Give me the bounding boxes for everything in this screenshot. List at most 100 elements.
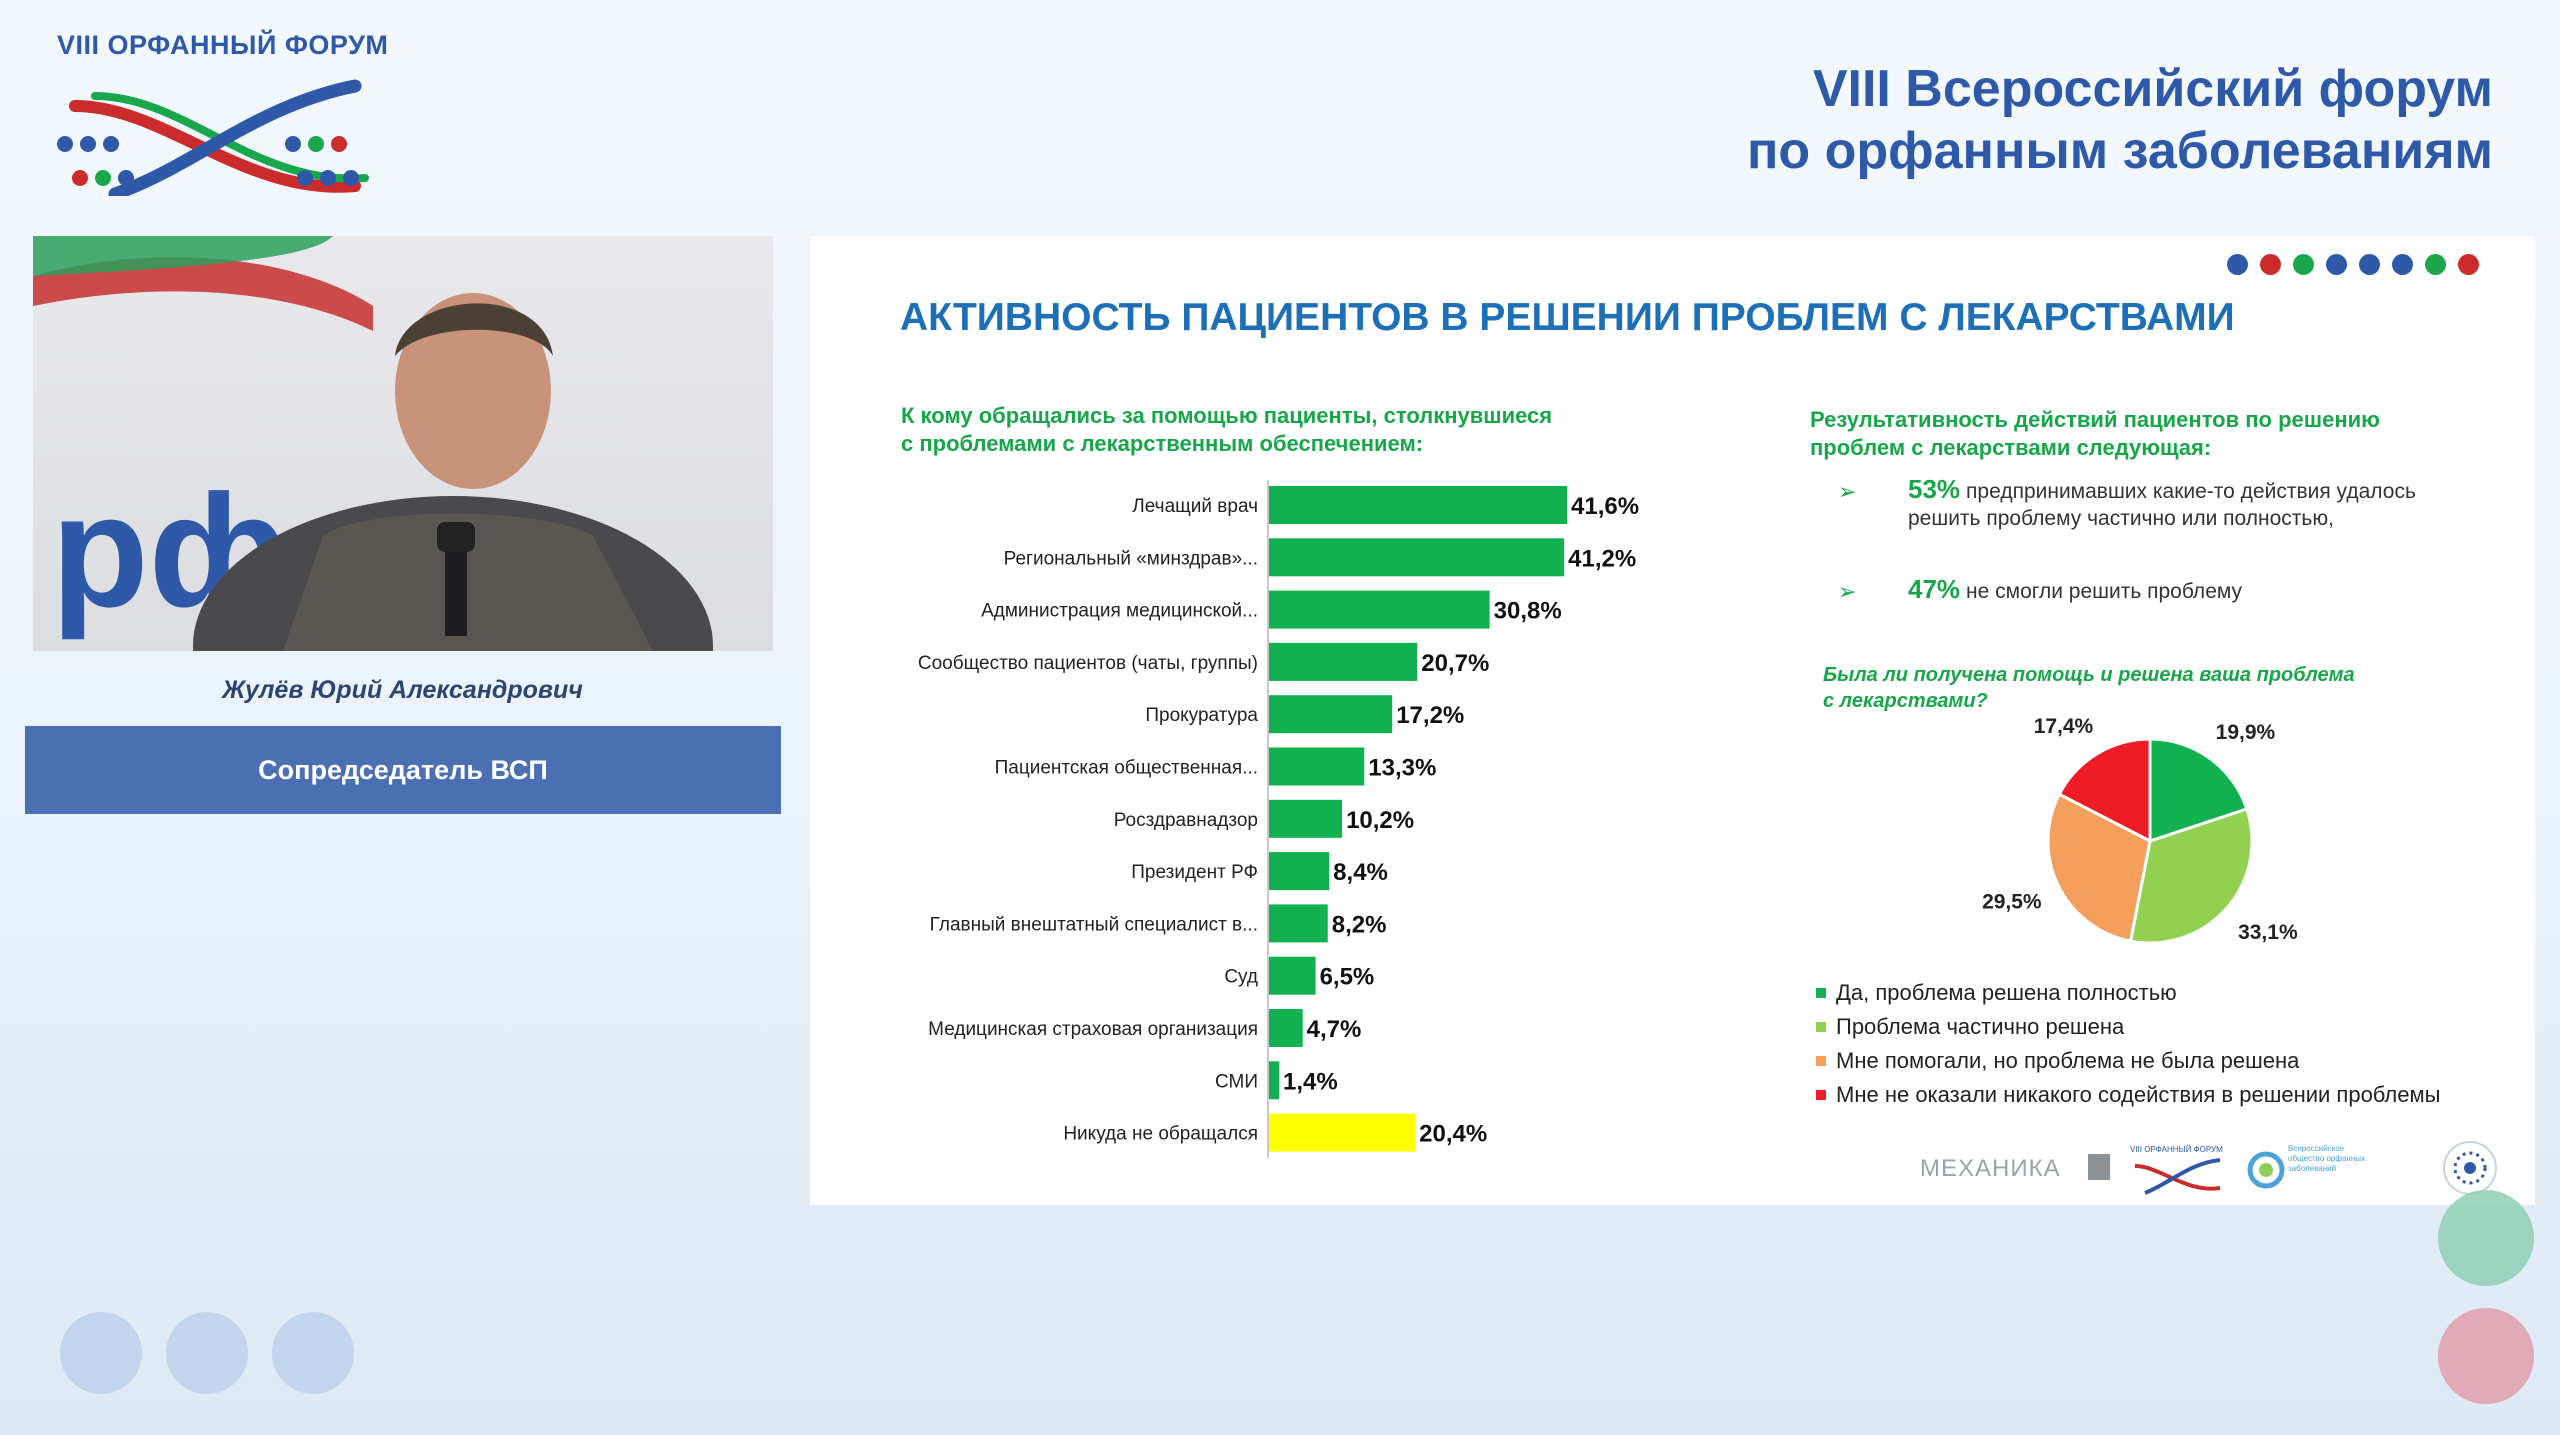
forum-logo: VIII ОРФАННЫЙ ФОРУМ	[55, 30, 389, 200]
bar-9	[1269, 904, 1328, 943]
legend-item-2: Проблема частично решена	[1816, 1010, 2440, 1044]
pie-question-line2: с лекарствами?	[1823, 690, 1988, 712]
bar-value-label: 10,2%	[1346, 807, 1414, 834]
forum-title: VIII Всероссийский форум по орфанным заб…	[1747, 58, 2493, 182]
pie-slice-2	[2128, 807, 2254, 945]
legend-label: Проблема частично решена	[1836, 1014, 2125, 1039]
bar-10	[1269, 956, 1316, 995]
deco-circle	[60, 1312, 142, 1394]
bar-value-label: 17,2%	[1396, 702, 1464, 729]
bar-chart-subtitle: К кому обращались за помощью пациенты, с…	[901, 402, 1651, 458]
pie-slice-3	[2046, 792, 2152, 943]
bar-value-label: 8,2%	[1332, 911, 1387, 938]
slide-dot-2	[2260, 254, 2281, 275]
orphan-society-logo-icon: Всероссийское общество орфанных заболева…	[2247, 1144, 2365, 1189]
bar-category-label: Президент РФ	[1131, 862, 1258, 883]
arrow-bullet-icon: ➢	[1838, 479, 1857, 504]
legend-item-3: Мне помогали, но проблема не была решена	[1816, 1044, 2440, 1078]
stat-text: не смогли решить проблему	[1966, 580, 2243, 603]
slide-dot-4	[2326, 254, 2347, 275]
pie-slice-4	[2057, 737, 2152, 844]
slide-title: АКТИВНОСТЬ ПАЦИЕНТОВ В РЕШЕНИИ ПРОБЛЕМ С…	[900, 296, 2235, 339]
stat-pct: 53%	[1908, 474, 1961, 504]
legend-swatch	[1816, 1022, 1826, 1032]
bar-category-label: Пациентская общественная...	[995, 758, 1258, 779]
bar-category-label: Региональный «минздрав»...	[1004, 548, 1258, 569]
bar-category-label: Никуда не обращался	[1063, 1124, 1258, 1145]
deco-circle	[166, 1312, 248, 1394]
mechanika-logo-icon: МЕХАНИКА	[1920, 1154, 2110, 1182]
deco-circle	[2438, 1308, 2534, 1404]
society-logo-text: Всероссийское общество орфанных заболева…	[2288, 1144, 2365, 1173]
pie-value-label: 29,5%	[1982, 890, 2042, 913]
bar-5	[1269, 695, 1393, 734]
arrow-bullet-icon: ➢	[1838, 579, 1857, 604]
bar-subtitle-line1: К кому обращались за помощью пациенты, с…	[901, 403, 1553, 428]
dna-x-logo-icon	[57, 79, 369, 196]
legend-swatch	[1816, 988, 1826, 998]
mechanika-logo-text: МЕХАНИКА	[1920, 1155, 2061, 1182]
slide-dot-8	[2458, 254, 2479, 275]
speaker-video: рф ым	[33, 236, 773, 651]
bar-category-label: СМИ	[1215, 1071, 1258, 1092]
pie-question: Была ли получена помощь и решена ваша пр…	[1823, 662, 2443, 714]
slide-dot-1	[2227, 254, 2248, 275]
legend-swatch	[1816, 1056, 1826, 1066]
forum-small-logo-icon: VIII ОРФАННЫЙ ФОРУМ	[2130, 1145, 2223, 1195]
slide-dot-6	[2392, 254, 2413, 275]
speaker-video-frame: рф ым	[33, 236, 713, 651]
bar-value-label: 8,4%	[1333, 859, 1388, 886]
bar-subtitle-line2: с проблемами с лекарственным обеспечение…	[901, 431, 1424, 456]
slide-dots	[2227, 254, 2479, 275]
bar-value-label: 30,8%	[1494, 598, 1562, 625]
bar-value-label: 41,6%	[1571, 493, 1639, 520]
legend-item-4: Мне не оказали никакого содействия в реш…	[1816, 1078, 2440, 1112]
pie-value-label: 33,1%	[2238, 921, 2298, 944]
legend-label: Мне не оказали никакого содействия в реш…	[1836, 1082, 2441, 1107]
partner-logos: МЕХАНИКА VIII ОРФАННЫЙ ФОРУМ Всероссийск…	[1920, 1141, 2497, 1195]
bar-value-label: 4,7%	[1307, 1016, 1362, 1043]
bar-value-label: 20,7%	[1421, 650, 1489, 677]
bar-category-label: Сообщество пациентов (чаты, группы)	[918, 653, 1258, 674]
presentation-slide: АКТИВНОСТЬ ПАЦИЕНТОВ В РЕШЕНИИ ПРОБЛЕМ С…	[810, 236, 2535, 1205]
bar-category-label: Суд	[1224, 967, 1258, 988]
legend-label: Мне помогали, но проблема не была решена	[1836, 1048, 2300, 1073]
slide-dot-3	[2293, 254, 2314, 275]
legend-label: Да, проблема решена полностью	[1836, 980, 2177, 1005]
bar-value-label: 13,3%	[1368, 755, 1436, 782]
results-title-line2: проблем с лекарствами следующая:	[1810, 435, 2212, 460]
pie-legend: Да, проблема решена полностью Проблема ча…	[1816, 976, 2440, 1112]
bar-4	[1269, 642, 1418, 681]
bar-category-label: Главный внештатный специалист в...	[930, 914, 1258, 935]
results-title-line1: Результативность действий пациентов по р…	[1810, 407, 2380, 432]
deco-circle	[2438, 1190, 2534, 1286]
forum-title-line2: по орфанным заболеваниям	[1746, 122, 2493, 180]
bar-2	[1269, 538, 1565, 577]
bar-category-label: Медицинская страховая организация	[928, 1019, 1258, 1040]
forum-title-line1: VIII Всероссийский форум	[1812, 60, 2493, 118]
pie-chart: 19,9% 33,1% 29,5% 17,4%	[1982, 716, 2298, 945]
bar-11	[1269, 1009, 1303, 1047]
results-title: Результативность действий пациентов по р…	[1810, 406, 2450, 462]
slide-dot-5	[2359, 254, 2380, 275]
bar-value-label: 20,4%	[1419, 1121, 1487, 1148]
logo-caption: VIII ОРФАННЫЙ ФОРУМ	[57, 30, 389, 60]
bar-value-label: 1,4%	[1283, 1068, 1338, 1095]
bar-1	[1269, 486, 1567, 524]
bar-value-label: 41,2%	[1568, 545, 1636, 572]
bar-8	[1269, 852, 1330, 891]
bar-category-label: Лечащий врач	[1132, 496, 1258, 517]
legend-item-1: Да, проблема решена полностью	[1816, 976, 2440, 1010]
bar-13	[1269, 1113, 1416, 1152]
stat-text: предпринимавших какие-то действия удалос…	[1908, 480, 2416, 530]
bar-chart: Лечащий врач 41,6% Региональный «минздрав»…	[918, 480, 1639, 1158]
pie-value-label: 17,4%	[2034, 716, 2094, 738]
pie-value-label: 19,9%	[2216, 721, 2276, 744]
stat-pct: 47%	[1908, 574, 1961, 604]
bar-category-label: Администрация медицинской...	[981, 601, 1258, 622]
legend-swatch	[1816, 1090, 1826, 1100]
speaker-role: Сопредседатель ВСП	[25, 726, 781, 814]
pie-question-line1: Была ли получена помощь и решена ваша пр…	[1823, 664, 2355, 686]
bar-category-label: Росздравнадзор	[1114, 810, 1258, 831]
bar-12	[1269, 1061, 1280, 1100]
